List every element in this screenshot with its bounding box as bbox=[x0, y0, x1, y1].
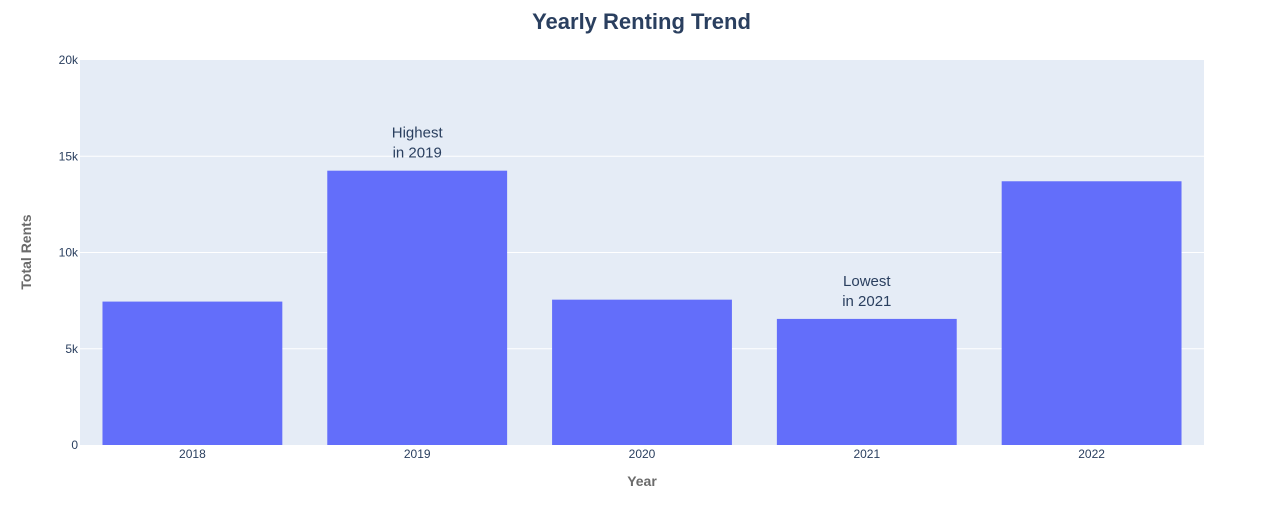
bar-2018[interactable] bbox=[102, 301, 283, 445]
chart-title: Yearly Renting Trend bbox=[532, 9, 751, 34]
bars bbox=[102, 170, 1182, 445]
x-axis-title: Year bbox=[627, 473, 657, 489]
x-tick-label-2020: 2020 bbox=[629, 447, 656, 461]
y-axis-title: Total Rents bbox=[18, 214, 34, 289]
x-tick-label-2019: 2019 bbox=[404, 447, 431, 461]
bar-2019[interactable] bbox=[327, 170, 508, 445]
bar-2022[interactable] bbox=[1001, 181, 1182, 445]
y-tick-label: 5k bbox=[65, 342, 79, 356]
annotation-2021-line-0: Lowest bbox=[843, 273, 891, 290]
x-tick-label-2018: 2018 bbox=[179, 447, 206, 461]
bar-2021[interactable] bbox=[776, 318, 957, 445]
x-tick-label-2022: 2022 bbox=[1078, 447, 1105, 461]
x-tick-labels: 2018 2019 2020 2021 2022 bbox=[179, 447, 1105, 461]
x-tick-label-2021: 2021 bbox=[853, 447, 880, 461]
annotations: Highest in 2019 Lowest in 2021 bbox=[392, 125, 892, 310]
y-tick-label: 10k bbox=[59, 246, 79, 260]
bar-2020[interactable] bbox=[552, 299, 732, 445]
y-tick-label: 15k bbox=[59, 149, 79, 163]
annotation-2019-line-0: Highest bbox=[392, 125, 444, 142]
y-tick-labels: 0 5k 10k 15k 20k bbox=[59, 53, 79, 452]
y-tick-label: 0 bbox=[71, 438, 78, 452]
annotation-2019-line-1: in 2019 bbox=[393, 145, 442, 162]
y-tick-label: 20k bbox=[59, 53, 79, 67]
annotation-2021-line-1: in 2021 bbox=[842, 293, 891, 310]
